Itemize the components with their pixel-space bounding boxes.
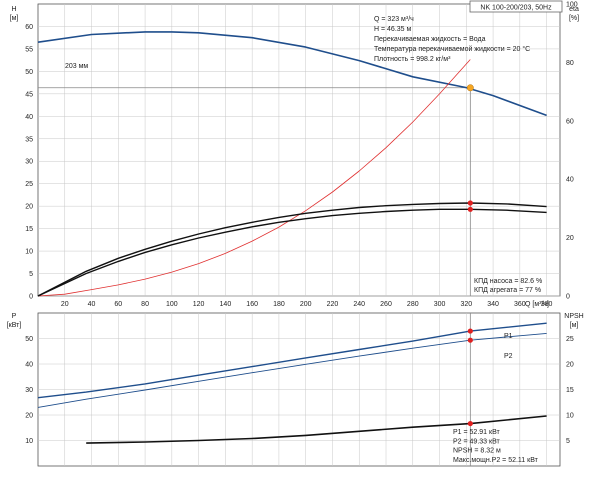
- y-left-tick-label: 10: [25, 249, 33, 256]
- y-right-tick-label: 80: [566, 60, 574, 67]
- x-axis-title: Q [м³/ч]: [525, 301, 549, 308]
- x-tick-label: 280: [407, 301, 419, 308]
- y-right-tick-label: 40: [566, 177, 574, 184]
- y-left-tick-label: 55: [25, 46, 33, 53]
- x-tick-label: 300: [434, 301, 446, 308]
- x-tick-label: 340: [487, 301, 499, 308]
- x-tick-label: 80: [141, 301, 149, 308]
- y-right-tick-label: 0: [566, 294, 570, 301]
- info-line-top: Плотность = 998.2 кг/м³: [374, 56, 451, 63]
- series-label-p2: P2: [504, 353, 513, 360]
- info-line-top: Температура перекачиваемой жидкости = 20…: [374, 45, 530, 53]
- y-left-axis-title: P: [12, 313, 17, 320]
- y-left-tick-label: 20: [25, 204, 33, 211]
- x-tick-label: 20: [61, 301, 69, 308]
- y-right-tick-label: 20: [566, 362, 574, 369]
- operating-point-marker: [466, 84, 474, 92]
- y-left-axis-title: H: [11, 6, 16, 13]
- x-tick-label: 120: [193, 301, 205, 308]
- x-tick-label: 380: [541, 301, 553, 308]
- info-line-top: Q = 323 м³/ч: [374, 16, 414, 23]
- efficiency-line: КПД агрегата = 77 %: [474, 287, 541, 294]
- x-tick-label: 160: [246, 301, 258, 308]
- info-line-bottom: NPSH = 8.32 м: [453, 448, 501, 455]
- x-tick-label: 220: [327, 301, 339, 308]
- power-npsh-marker: [467, 337, 473, 343]
- y-left-tick-label: 60: [25, 24, 33, 31]
- info-line-top: Перекачиваемая жидкость = Вода: [374, 36, 486, 43]
- x-tick-label: 320: [460, 301, 472, 308]
- top-series-line-2: [37, 202, 547, 297]
- y-left-tick-label: 30: [25, 159, 33, 166]
- pump-title: NK 100-200/203, 50Hz: [480, 5, 552, 12]
- power-npsh-marker: [467, 420, 473, 427]
- y-left-tick-label: 25: [25, 181, 33, 188]
- y-left-tick-label: 15: [25, 226, 33, 233]
- y-right-tick-label: 15: [566, 387, 574, 394]
- y-right-tick-label: 60: [566, 118, 574, 125]
- y-right-tick-label: 20: [566, 235, 574, 242]
- efficiency-line: КПД насоса = 82.6 %: [474, 278, 542, 285]
- bottom-series-line-2: [86, 415, 547, 444]
- y-right-axis-unit: [%]: [569, 15, 579, 22]
- series-label-p1: P1: [504, 333, 513, 340]
- y-right-tick-label: 100: [566, 2, 578, 9]
- y-left-tick-label: 30: [25, 387, 33, 394]
- y-left-axis-unit: [кВт]: [7, 322, 22, 329]
- y-right-tick-label: 25: [566, 336, 574, 343]
- y-left-tick-label: 40: [25, 114, 33, 121]
- x-tick-label: 360: [514, 301, 526, 308]
- y-left-tick-label: 20: [25, 413, 33, 420]
- y-right-axis-title: NPSH: [564, 313, 583, 320]
- y-left-tick-label: 10: [25, 438, 33, 445]
- x-tick-label: 100: [166, 301, 178, 308]
- x-tick-label: 260: [380, 301, 392, 308]
- y-right-tick-label: 10: [566, 413, 574, 420]
- x-tick-label: 180: [273, 301, 285, 308]
- y-left-tick-label: 50: [25, 69, 33, 76]
- y-left-axis-unit: [м]: [10, 15, 19, 22]
- x-tick-label: 240: [353, 301, 365, 308]
- bottom-series-line-0: [37, 322, 547, 399]
- y-left-tick-label: 50: [25, 336, 33, 343]
- y-left-tick-label: 5: [29, 271, 33, 278]
- pump-title-box: [469, 0, 563, 13]
- info-line-bottom: Макс.мощн.P2 = 52.11 кВт: [453, 457, 539, 464]
- y-left-tick-label: 0: [29, 294, 33, 301]
- y-left-tick-label: 35: [25, 136, 33, 143]
- series-label-impeller: 203 мм: [65, 63, 88, 70]
- top-series-line-1: [37, 59, 471, 297]
- x-tick-label: 140: [220, 301, 232, 308]
- info-line-bottom: P1 = 52.91 кВт: [453, 429, 501, 436]
- y-right-axis-unit: [м]: [570, 322, 579, 329]
- power-npsh-marker: [467, 328, 473, 334]
- info-line-bottom: P2 = 49.33 кВт: [453, 438, 501, 445]
- y-right-tick-label: 5: [566, 438, 570, 445]
- y-left-tick-label: 45: [25, 91, 33, 98]
- x-tick-label: 200: [300, 301, 312, 308]
- efficiency-marker: [467, 200, 473, 206]
- top-series-line-3: [37, 208, 547, 297]
- info-line-top: H = 46.35 м: [374, 26, 411, 33]
- y-left-tick-label: 40: [25, 362, 33, 369]
- efficiency-marker: [467, 206, 473, 212]
- x-tick-label: 60: [114, 301, 122, 308]
- bottom-series-line-1: [37, 332, 547, 408]
- y-right-axis-title: eta: [569, 6, 579, 13]
- x-tick-label: 40: [88, 301, 96, 308]
